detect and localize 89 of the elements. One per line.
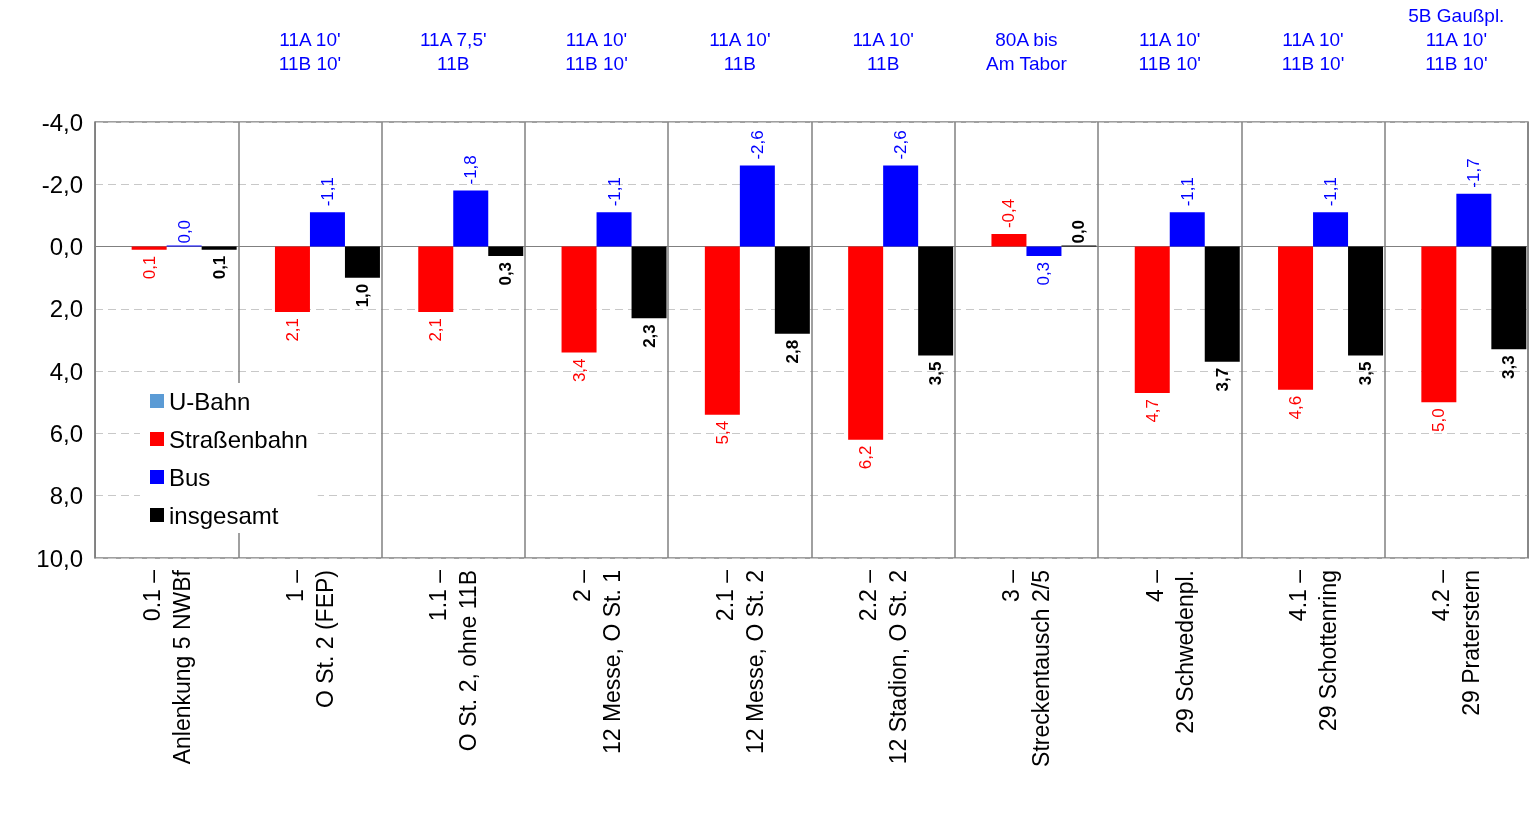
y-tick-label: -2,0 [41, 170, 83, 198]
bar [274, 246, 310, 312]
y-tick-label: -4,0 [41, 108, 83, 136]
data-label: 3,5 [1356, 361, 1376, 386]
data-label: -2,6 [891, 130, 911, 160]
text: 5B Gaußpl. 11A 10' 11B 10' [1408, 4, 1505, 74]
text: 11A 10' 11B [852, 28, 914, 74]
x-tick-label: 4.1 – 29 Schottenring [1285, 569, 1342, 732]
bar [1313, 212, 1349, 247]
data-label: 3,5 [926, 361, 946, 386]
data-label: -1,1 [604, 177, 624, 207]
bar [1026, 246, 1062, 256]
bar [739, 165, 775, 247]
x-tick-label: 1.1 – O St. 2, ohne 11B [425, 569, 482, 752]
text: 11A 10' 11B [709, 28, 771, 74]
data-label: 4,6 [1286, 395, 1306, 420]
data-label: 2,1 [426, 317, 446, 342]
data-label: 3,7 [1212, 367, 1232, 392]
x-tick-label: 2.2 – 12 Stadion, O St. 2 [855, 569, 912, 765]
data-label: 0,1 [209, 255, 229, 280]
data-label: -1,1 [317, 177, 337, 207]
x-tick-label: 0.1 – Anlenkung 5 NWBf [138, 569, 195, 765]
text: 11A 10' 11B 10' [565, 28, 628, 74]
y-tick-label: 2,0 [49, 295, 83, 323]
text: 11A 10' 11B 10' [1138, 28, 1201, 74]
data-label: 2,8 [782, 339, 802, 364]
y-tick-label: 8,0 [49, 482, 83, 510]
text: 11A 10' 11B 10' [278, 28, 342, 74]
bar [1204, 246, 1240, 362]
data-label: -1,1 [1177, 177, 1197, 207]
bar [1278, 246, 1314, 390]
bar [1491, 246, 1527, 350]
x-tick-label: 4.2 – 29 Praterstern [1428, 569, 1485, 716]
bar [131, 246, 167, 250]
legend-label: insgesamt [169, 501, 279, 529]
bar [418, 246, 454, 312]
data-label: -1,1 [1321, 177, 1341, 207]
bar [488, 246, 524, 256]
y-tick-label: 6,0 [49, 419, 83, 447]
x-tick-label: 2 – 12 Messe, O St. 1 [568, 569, 625, 755]
bar [1169, 212, 1205, 247]
data-label: 0,3 [496, 261, 516, 286]
bar [883, 165, 919, 247]
legend-label: U-Bahn [169, 387, 251, 415]
bar [344, 246, 380, 278]
bar [631, 246, 667, 319]
y-tick-label: 0,0 [49, 233, 83, 261]
legend-label: Straßenbahn [169, 425, 308, 453]
x-tick-label: 2.1 – 12 Messe, O St. 2 [711, 569, 768, 755]
y-tick-label: 4,0 [49, 357, 83, 385]
legend-label: Bus [169, 463, 211, 491]
y-tick-label: 10,0 [36, 544, 83, 572]
data-label: 2,3 [639, 324, 659, 348]
data-label: -2,6 [747, 130, 767, 160]
data-label: 3,4 [569, 358, 589, 383]
data-label: 1,0 [352, 283, 372, 308]
data-label: 0,1 [139, 255, 159, 280]
bar [201, 246, 237, 250]
text: 11A 7,5' 11B [419, 28, 487, 74]
data-label: 0,0 [174, 219, 194, 244]
x-tick-label: 1 – O St. 2 (FEP) [281, 569, 338, 709]
data-label: 3,3 [1499, 355, 1519, 379]
bar [1348, 246, 1384, 356]
data-label: -1,7 [1464, 158, 1484, 188]
data-label: 6,2 [856, 445, 876, 470]
text: 80A bis Am Tabor [985, 28, 1068, 74]
data-label: -0,4 [999, 198, 1019, 229]
bar [774, 246, 810, 334]
bar [1134, 246, 1170, 393]
bar [309, 212, 345, 247]
data-label: 0,0 [1069, 219, 1089, 244]
text: 11A 10' 11B 10' [1281, 28, 1345, 74]
bar [596, 212, 632, 247]
data-label: 4,7 [1142, 398, 1162, 423]
data-label: 0,3 [1034, 261, 1054, 286]
data-label: -1,8 [461, 155, 481, 185]
bar [561, 246, 597, 353]
bar [848, 246, 884, 440]
bar [918, 246, 954, 356]
x-tick-label: 4 – 29 Schwedenpl. [1141, 569, 1198, 734]
bar [1421, 246, 1457, 403]
bar [704, 246, 740, 415]
data-label: 5,4 [712, 420, 732, 445]
bar [1456, 193, 1492, 247]
data-label: 2,1 [282, 317, 302, 342]
bar [991, 234, 1027, 247]
bar [453, 190, 489, 247]
data-label: 5,0 [1429, 408, 1449, 432]
x-tick-label: 3 – Streckentausch 2/5 [998, 569, 1055, 767]
